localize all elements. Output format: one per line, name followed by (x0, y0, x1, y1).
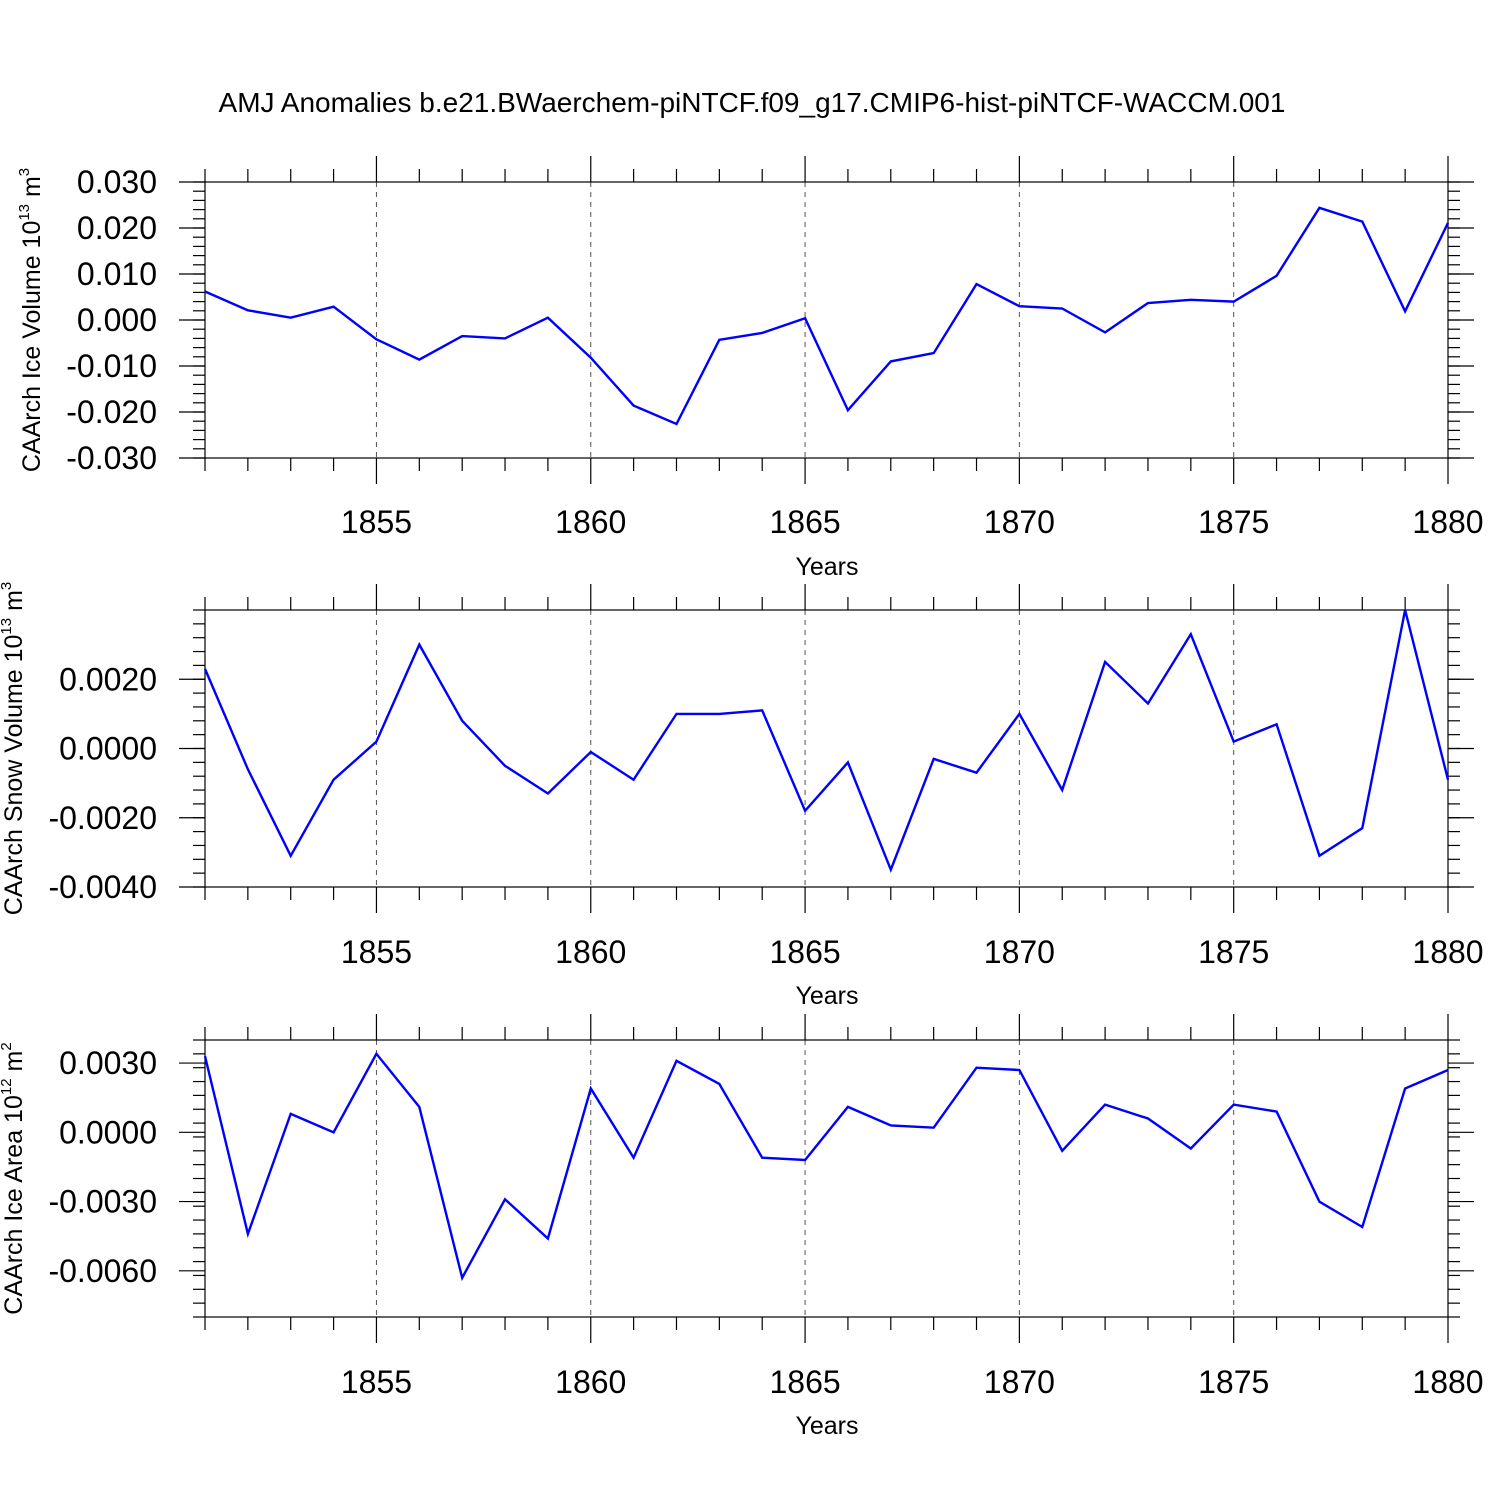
y-tick-label: -0.0020 (48, 800, 157, 836)
x-tick-label: 1875 (1198, 934, 1269, 970)
series-line (203, 1051, 1449, 1282)
y-tick-label: 0.030 (77, 164, 157, 200)
y-tick-label: 0.0000 (59, 731, 157, 767)
y-tick-label: -0.020 (66, 394, 157, 430)
y-axis-label: CAArch Ice Volume 1013 m3 (16, 168, 46, 472)
x-tick-label: 1855 (341, 934, 412, 970)
y-tick-label: 0.020 (77, 210, 157, 246)
y-tick-label: 0.0020 (59, 661, 157, 697)
x-tick-label: 1860 (555, 504, 626, 540)
panel-1: 0.030 0.020 0.010 0.000 -0.010 -0.020 -0.030 18… (16, 156, 1484, 581)
panel-2: 0.0020 0.0000 -0.0020 -0.0040 1855 1860 1865 18… (0, 582, 1484, 1010)
y-tick-label: 0.000 (77, 302, 157, 338)
x-axis-label: Years (795, 553, 858, 581)
x-tick-label: 1870 (984, 504, 1055, 540)
series-line (203, 609, 1450, 873)
x-axis-label: Years (795, 1412, 858, 1440)
y-tick-label: -0.0040 (48, 869, 157, 905)
y-tick-label: 0.0000 (59, 1114, 157, 1150)
x-tick-label: 1870 (984, 934, 1055, 970)
plot-frame (204, 609, 1449, 888)
plot-frame (204, 1039, 1449, 1318)
y-tick-label: 0.010 (77, 256, 157, 292)
x-tick-label: 1870 (984, 1364, 1055, 1400)
y-axis-label: CAArch Ice Area 1012 m2 (0, 1042, 28, 1314)
x-tick-label: 1875 (1198, 504, 1269, 540)
y-tick-label: -0.0060 (48, 1253, 157, 1289)
x-tick-label: 1880 (1412, 1364, 1483, 1400)
x-tick-label: 1860 (555, 934, 626, 970)
y-tick-label: -0.010 (66, 348, 157, 384)
x-tick-label: 1865 (769, 934, 840, 970)
plot-frame (204, 181, 1449, 459)
y-tick-label: -0.030 (66, 440, 157, 476)
x-tick-label: 1880 (1412, 934, 1483, 970)
x-tick-label: 1865 (769, 504, 840, 540)
x-tick-label: 1875 (1198, 1364, 1269, 1400)
y-tick-label: 0.0030 (59, 1045, 157, 1081)
panel-3: 0.0030 0.0000 -0.0030 -0.0060 1855 1860 1865 18… (0, 1014, 1484, 1440)
y-tick-label: -0.0030 (48, 1184, 157, 1220)
x-tick-label: 1860 (555, 1364, 626, 1400)
y-axis-label: CAArch Snow Volume 1013 m3 (0, 582, 28, 916)
x-axis-label: Years (795, 982, 858, 1010)
x-tick-label: 1855 (341, 1364, 412, 1400)
x-tick-label: 1855 (341, 504, 412, 540)
series-line (204, 206, 1450, 426)
chart-title: AMJ Anomalies b.e21.BWaerchem-piNTCF.f09… (219, 87, 1286, 118)
x-tick-label: 1865 (769, 1364, 840, 1400)
x-tick-label: 1880 (1412, 504, 1483, 540)
